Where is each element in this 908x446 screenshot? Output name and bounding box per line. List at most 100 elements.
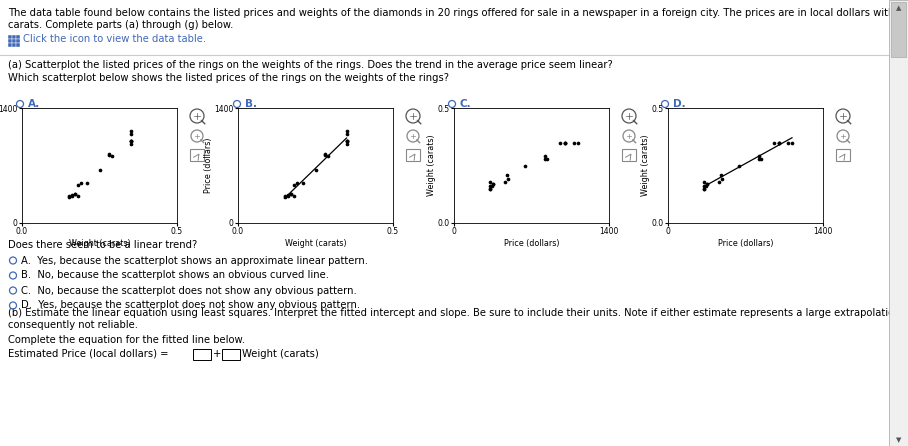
Point (71, 193, 85, 200)
FancyBboxPatch shape (891, 2, 906, 57)
Point (123, 140, 138, 148)
Point (518, 162, 532, 169)
Point (93, 167, 107, 174)
Text: Click the icon to view the data table.: Click the icon to view the data table. (24, 34, 206, 44)
Point (340, 137, 354, 145)
Point (558, 139, 572, 146)
Point (780, 139, 794, 146)
Point (538, 153, 552, 160)
Point (290, 180, 304, 187)
FancyBboxPatch shape (193, 349, 211, 360)
Text: Complete the equation for the fitted line below.: Complete the equation for the fitted lin… (8, 335, 245, 345)
Point (123, 137, 138, 145)
Point (553, 139, 568, 146)
Point (696, 178, 711, 185)
Text: A.  Yes, because the scatterplot shows an approximate linear pattern.: A. Yes, because the scatterplot shows an… (21, 256, 368, 265)
Point (571, 139, 586, 146)
FancyBboxPatch shape (12, 39, 15, 43)
Y-axis label: Weight (carats): Weight (carats) (428, 135, 437, 196)
Point (277, 193, 291, 200)
Point (281, 191, 295, 198)
Point (732, 162, 746, 169)
Point (712, 178, 726, 185)
Point (538, 155, 552, 162)
Text: +: + (213, 349, 222, 359)
Point (123, 128, 138, 135)
X-axis label: Weight (carats): Weight (carats) (285, 239, 346, 248)
Point (785, 139, 799, 146)
Point (67, 191, 82, 198)
FancyBboxPatch shape (889, 0, 908, 446)
Point (767, 139, 782, 146)
Point (281, 193, 295, 200)
Point (772, 139, 786, 146)
Text: (b) Estimate the linear equation using least squares. Interpret the fitted inter: (b) Estimate the linear equation using l… (8, 308, 908, 318)
FancyBboxPatch shape (16, 39, 20, 43)
Point (752, 153, 766, 160)
Point (64, 191, 79, 198)
Point (321, 152, 335, 159)
Point (696, 185, 711, 192)
Point (340, 128, 354, 135)
Point (558, 139, 572, 146)
FancyBboxPatch shape (190, 149, 204, 161)
Point (699, 180, 714, 187)
Text: ▼: ▼ (896, 437, 901, 443)
Point (752, 155, 766, 162)
Point (287, 182, 301, 189)
FancyBboxPatch shape (12, 43, 15, 47)
Point (500, 171, 515, 178)
Point (715, 176, 729, 183)
FancyBboxPatch shape (622, 149, 636, 161)
Point (567, 139, 581, 146)
Point (283, 191, 298, 198)
Point (715, 171, 729, 178)
FancyBboxPatch shape (8, 43, 12, 47)
Text: ▲: ▲ (896, 5, 901, 11)
Point (61, 193, 75, 200)
X-axis label: Weight (carats): Weight (carats) (69, 239, 131, 248)
Text: (a) Scatterplot the listed prices of the rings on the weights of the rings. Does: (a) Scatterplot the listed prices of the… (8, 60, 613, 70)
Point (102, 152, 116, 159)
Point (318, 152, 332, 159)
Point (123, 131, 138, 138)
Point (500, 176, 515, 183)
Point (123, 137, 138, 145)
Point (340, 140, 354, 148)
Point (700, 180, 715, 187)
Text: Does there seem to be a linear trend?: Does there seem to be a linear trend? (8, 240, 197, 250)
Point (340, 131, 354, 138)
X-axis label: Price (dollars): Price (dollars) (504, 239, 559, 248)
Point (486, 180, 500, 187)
Point (283, 190, 298, 198)
Point (123, 137, 138, 145)
Point (61, 193, 75, 200)
Text: B.: B. (245, 99, 257, 109)
Y-axis label: Weight (carats): Weight (carats) (641, 135, 650, 196)
Text: C.  No, because the scatterplot does not show any obvious pattern.: C. No, because the scatterplot does not … (21, 285, 357, 296)
FancyBboxPatch shape (16, 35, 20, 38)
Text: consequently not reliable.: consequently not reliable. (8, 320, 138, 330)
Point (340, 137, 354, 145)
Point (698, 182, 713, 190)
Point (482, 185, 497, 192)
Text: A.: A. (28, 99, 40, 109)
Text: Estimated Price (local dollars) =: Estimated Price (local dollars) = (8, 349, 169, 359)
Point (485, 182, 499, 190)
Text: Weight (carats): Weight (carats) (242, 349, 319, 359)
Text: Which scatterplot below shows the listed prices of the rings on the weights of t: Which scatterplot below shows the listed… (8, 73, 449, 83)
Point (296, 180, 311, 187)
Point (277, 193, 291, 200)
Point (74, 180, 88, 187)
Point (67, 190, 82, 198)
FancyBboxPatch shape (12, 35, 15, 38)
Point (104, 152, 119, 159)
FancyBboxPatch shape (222, 349, 240, 360)
Point (754, 155, 768, 162)
Text: D.  Yes, because the scatterplot does not show any obvious pattern.: D. Yes, because the scatterplot does not… (21, 301, 360, 310)
Point (71, 182, 85, 189)
FancyBboxPatch shape (8, 35, 12, 38)
Point (697, 182, 712, 190)
Point (772, 139, 786, 146)
Point (539, 155, 554, 162)
